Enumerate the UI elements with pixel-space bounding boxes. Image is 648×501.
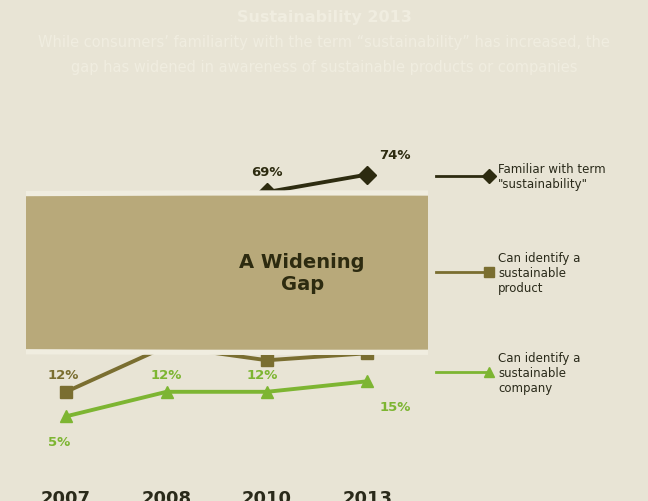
Text: While consumers’ familiarity with the term “sustainability” has increased, the: While consumers’ familiarity with the te… [38,35,610,50]
Text: 54%: 54% [48,218,80,231]
Text: A Widening
Gap: A Widening Gap [239,253,365,294]
Text: 56%: 56% [151,211,182,224]
Text: gap has widened in awareness of sustainable products or companies: gap has widened in awareness of sustaina… [71,60,577,75]
Text: Familiar with term
"sustainability": Familiar with term "sustainability" [498,162,606,190]
Text: 25%: 25% [151,323,182,336]
Circle shape [0,196,648,350]
Text: Sustainability 2013: Sustainability 2013 [237,10,411,25]
Text: 15%: 15% [380,400,411,413]
Text: 23%: 23% [380,330,411,343]
Text: 74%: 74% [380,148,411,161]
Text: 69%: 69% [251,166,283,179]
Text: Can identify a
sustainable
company: Can identify a sustainable company [498,351,581,394]
Text: 12%: 12% [151,369,182,382]
Text: 5%: 5% [48,435,70,448]
Text: 21%: 21% [246,337,277,350]
Text: 12%: 12% [246,369,277,382]
Text: 12%: 12% [48,369,80,382]
Text: Can identify a
sustainable
product: Can identify a sustainable product [498,251,581,294]
Circle shape [0,191,648,355]
